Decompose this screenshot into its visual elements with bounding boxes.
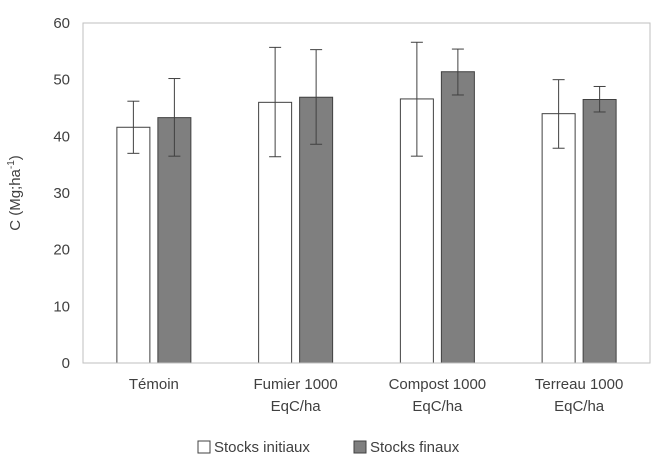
legend-swatch-final <box>353 440 367 454</box>
bars <box>116 71 617 364</box>
bar-final-3 <box>582 99 617 364</box>
x-axis-labels: Témoin Fumier 1000 EqC/ha Compost 1000 EqC/h… <box>129 376 623 415</box>
legend: Stocks initiaux Stocks finaux <box>197 439 460 456</box>
y-tick-label: 40 <box>53 128 70 145</box>
x-category-label: EqC/ha <box>271 398 322 415</box>
y-tick-label: 10 <box>53 298 70 315</box>
legend-label: Stocks finaux <box>370 439 460 456</box>
x-category-label: Compost 1000 <box>389 376 487 393</box>
y-axis-label-main: C (Mg;ha <box>7 168 24 230</box>
x-category-label: Fumier 1000 <box>254 376 338 393</box>
bar-final-2 <box>440 71 475 364</box>
y-tick-label: 0 <box>62 355 70 372</box>
x-category-label: Témoin <box>129 376 179 393</box>
x-category-label: EqC/ha <box>554 398 605 415</box>
y-tick-label: 60 <box>53 15 70 32</box>
y-tick-label: 20 <box>53 242 70 259</box>
y-tick-label: 30 <box>53 185 70 202</box>
bar-initial-3 <box>541 113 576 364</box>
y-axis-label-superscript: -1 <box>6 160 17 169</box>
x-category-label: EqC/ha <box>412 398 463 415</box>
x-category-label: Terreau 1000 <box>535 376 623 393</box>
y-axis: 0 10 20 30 40 50 60 <box>53 15 70 372</box>
y-axis-label: C (Mg;ha-1) <box>6 155 24 231</box>
bar-initial-0 <box>116 126 151 364</box>
y-tick-label: 50 <box>53 72 70 89</box>
error-bars <box>127 41 606 158</box>
legend-label: Stocks initiaux <box>214 439 310 456</box>
y-axis-label-suffix: ) <box>7 155 24 160</box>
legend-swatch-initial <box>197 440 211 454</box>
